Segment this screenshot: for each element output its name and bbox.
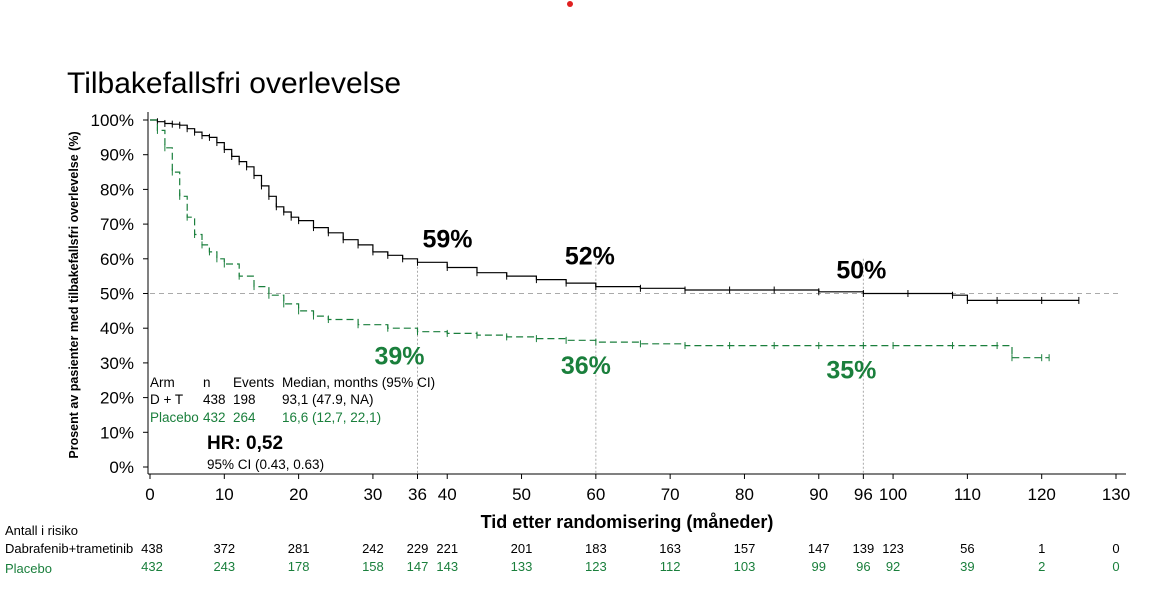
x-tick-label: 120 [1028,485,1056,504]
legend-placebo-n: 432 [203,410,226,425]
risk-value: 438 [141,541,163,556]
risk-value: 242 [362,541,384,556]
x-tick-label: 60 [586,485,605,504]
risk-value: 147 [407,559,429,574]
x-tick-label: 130 [1102,485,1130,504]
risk-value: 201 [511,541,533,556]
censor-marks-placebo [156,126,1050,362]
risk-value: 96 [856,559,870,574]
curve-placebo [150,119,1050,359]
risk-value: 0 [1112,541,1119,556]
x-tick-label: 50 [512,485,531,504]
percent-annotations: 59% 52% 50% 39% 36% 35% [374,225,886,384]
x-tick-label: 0 [145,485,154,504]
curve-dt [150,119,1079,301]
legend-dt-n: 438 [203,392,226,407]
risk-value: 158 [362,559,384,574]
risk-value: 281 [288,541,310,556]
risk-value: 112 [660,559,681,574]
risk-values: 438 372 281 242 229 221 201 183 163 157 147 139 123 5… [141,541,1119,574]
x-tick-label: 70 [661,485,680,504]
hazard-ratio-ci: 95% CI (0.43, 0.63) [207,457,324,472]
legend-header-n: n [203,375,211,390]
risk-value: 92 [886,559,900,574]
risk-value: 157 [734,541,756,556]
legend-placebo-median: 16,6 (12,7, 22,1) [282,410,381,425]
risk-value: 99 [812,559,826,574]
risk-value: 229 [407,541,429,556]
red-dot-marker [567,1,573,7]
risk-value: 139 [853,541,875,556]
percent-annotation: 36% [561,352,611,380]
legend-header-arm: Arm [150,375,175,390]
y-tick-label: 30% [100,354,134,373]
x-tick-label: 96 [854,485,873,504]
risk-value: 163 [659,541,681,556]
y-tick-label: 50% [100,285,134,304]
legend-dt-arm: D + T [150,392,183,407]
x-tick-label: 90 [809,485,828,504]
x-axis-label: Tid etter randomisering (måneder) [481,512,774,532]
censor-marks-dt [156,118,1080,304]
y-tick-label: 40% [100,319,134,338]
legend-placebo-arm: Placebo [150,410,199,425]
risk-value: 183 [585,541,607,556]
x-tick-label: 110 [954,485,981,504]
x-tick-label: 20 [289,485,308,504]
x-tick-label: 30 [363,485,382,504]
y-tick-label: 10% [100,423,134,442]
risk-value: 123 [585,559,607,574]
hazard-ratio: HR: 0,52 [207,433,283,454]
x-tick-label: 36 [408,485,427,504]
risk-value: 147 [808,541,830,556]
percent-annotation: 50% [836,257,886,285]
risk-value: 178 [288,559,310,574]
reference-lines [150,258,1122,474]
risk-value: 221 [436,541,458,556]
axes: 0% 10% 20% 30% 40% 50% 60% 70% 80% 90% 100% 0 10 20 30… [91,111,1131,504]
y-tick-label: 90% [100,146,134,165]
y-tick-label: 70% [100,215,134,234]
y-tick-label: 0% [109,458,134,477]
risk-value: 243 [213,559,235,574]
percent-annotation: 52% [565,243,615,271]
y-tick-label: 20% [100,389,134,408]
chart-title: Tilbakefallsfri overlevelse [67,67,401,100]
risk-value: 1 [1038,541,1045,556]
risk-value: 143 [436,559,458,574]
risk-value: 372 [213,541,235,556]
risk-value: 432 [141,559,163,574]
risk-value: 0 [1112,559,1119,574]
risk-value: 133 [511,559,533,574]
percent-annotation: 35% [826,357,876,385]
x-tick-label: 10 [215,485,234,504]
legend-dt-median: 93,1 (47.9, NA) [282,392,374,407]
legend-header-median: Median, months (95% CI) [282,375,435,390]
percent-annotation: 39% [374,343,424,371]
risk-value: 39 [960,559,974,574]
legend-placebo-events: 264 [233,410,256,425]
y-tick-label: 80% [100,180,134,199]
x-tick-label: 100 [879,485,907,504]
risk-row-label-placebo: Placebo [5,561,52,576]
legend-table: Arm n Events Median, months (95% CI) D +… [150,375,435,472]
risk-value: 123 [882,541,904,556]
risk-value: 2 [1038,559,1045,574]
risk-value: 103 [734,559,756,574]
risk-table-title: Antall i risiko [5,523,78,538]
y-axis-label: Prosent av pasienter med tilbakefallsfri… [67,131,81,458]
risk-table: Antall i risiko Dabrafenib+trametinib Pl… [5,523,1120,576]
x-tick-label: 80 [735,485,754,504]
y-tick-label: 60% [100,250,134,269]
x-tick-label: 40 [438,485,457,504]
y-tick-label: 100% [91,111,134,130]
risk-row-label-dt: Dabrafenib+trametinib [5,541,133,556]
survival-curves [150,118,1080,362]
legend-dt-events: 198 [233,392,256,407]
percent-annotation: 59% [422,225,472,253]
legend-header-events: Events [233,375,275,390]
risk-value: 56 [960,541,974,556]
